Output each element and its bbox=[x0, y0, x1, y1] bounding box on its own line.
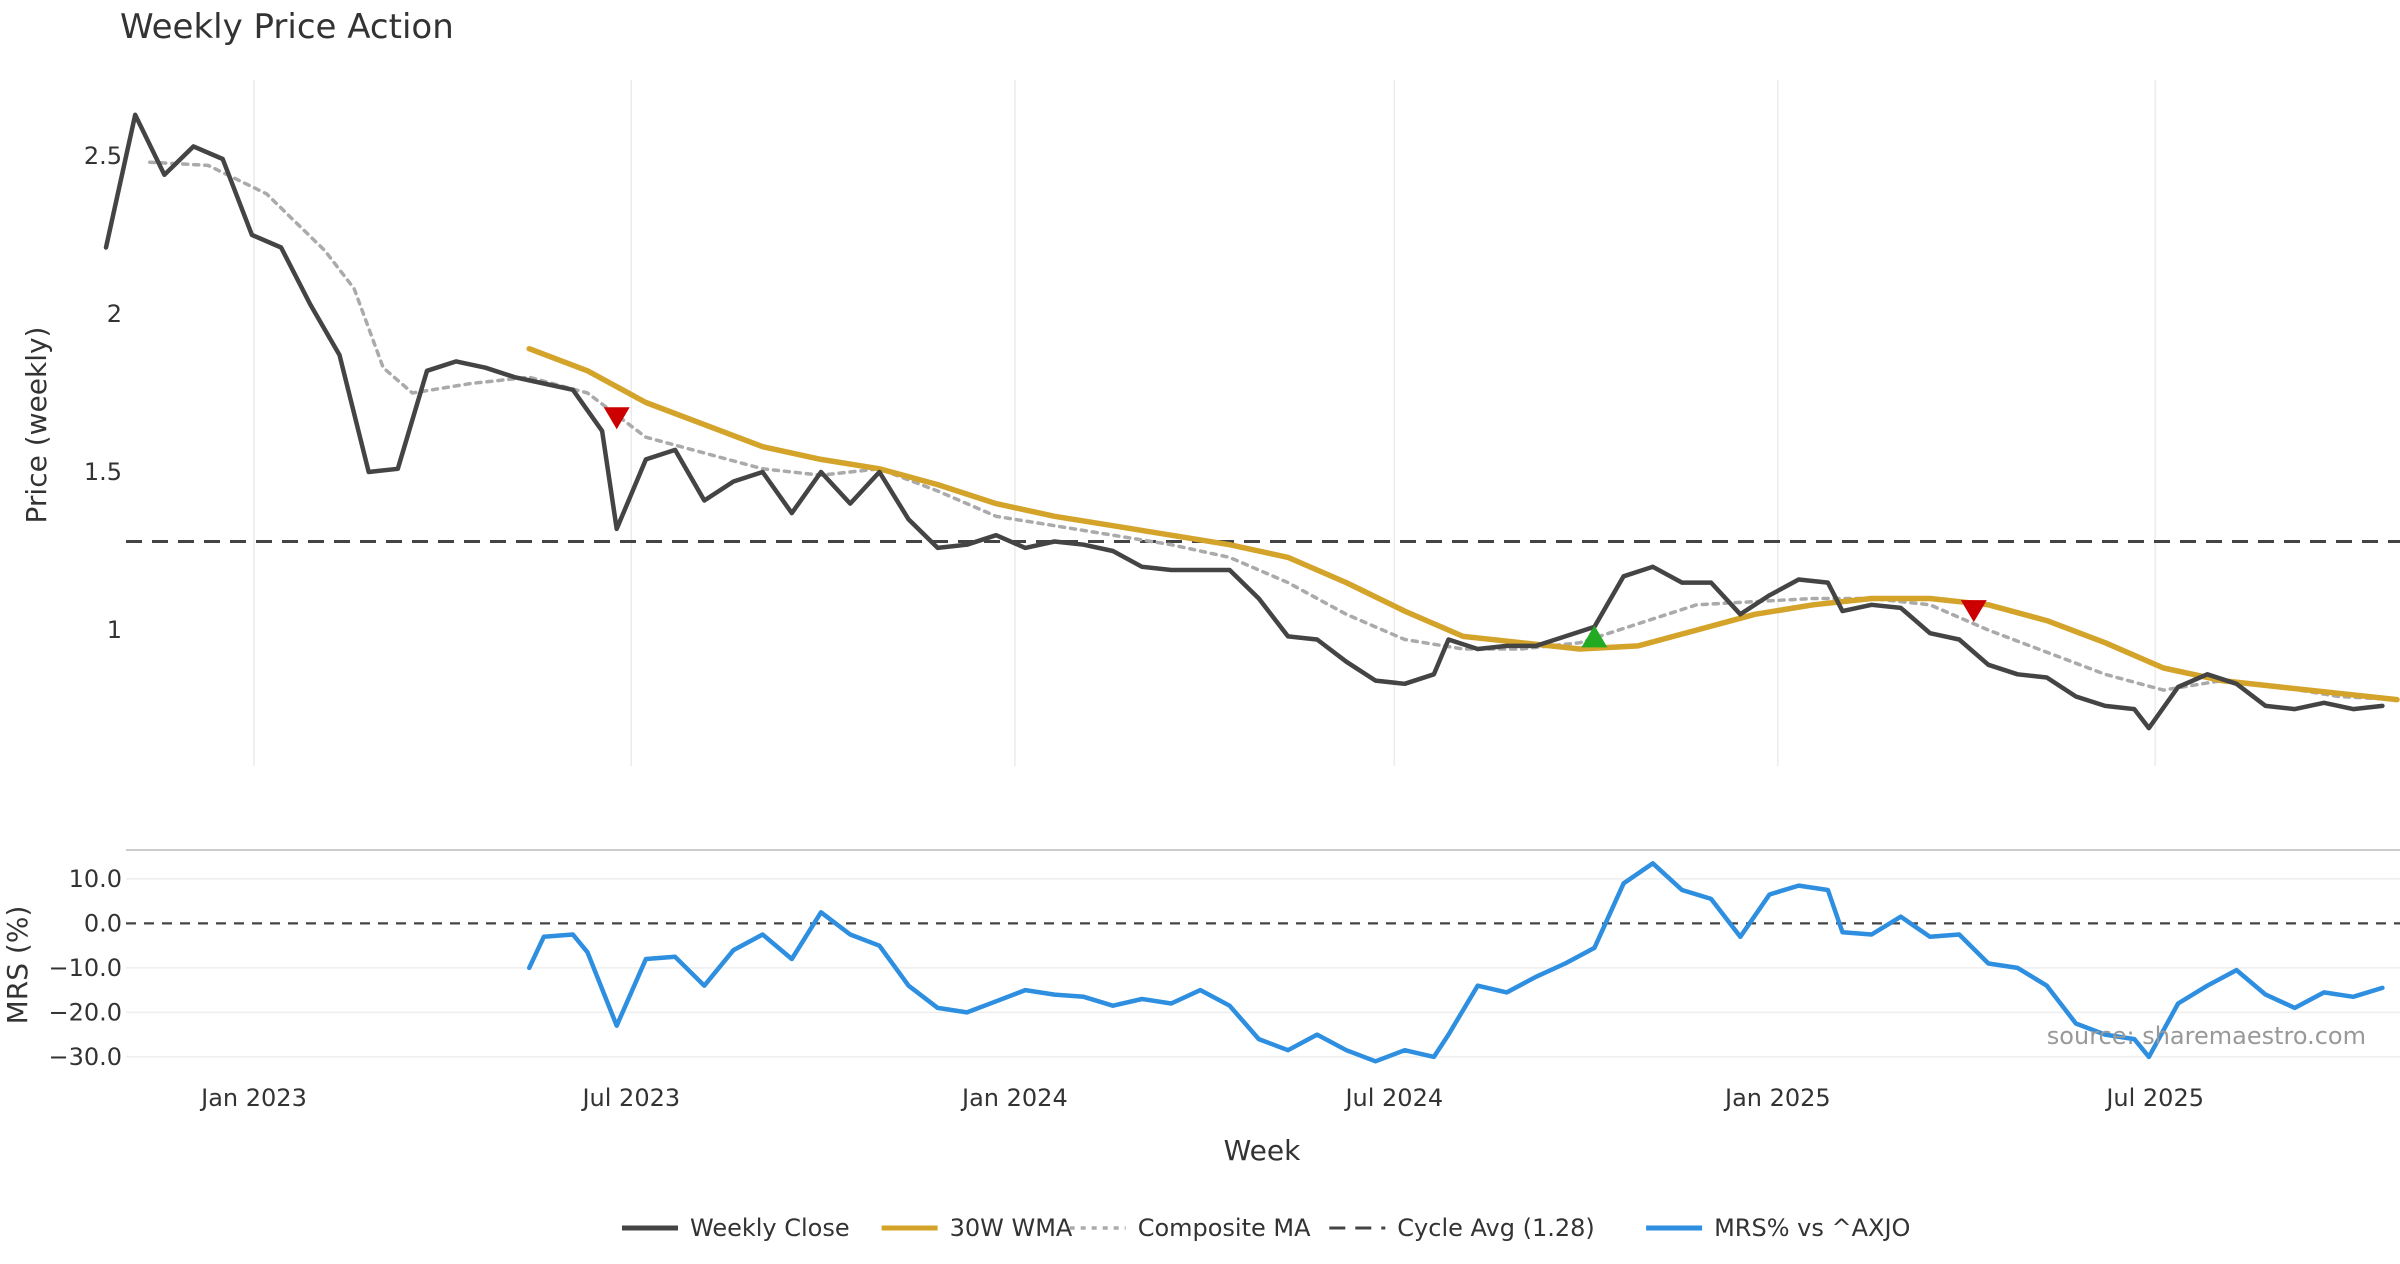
x-axis-title: Week bbox=[1224, 1134, 1301, 1167]
legend-label: 30W WMA bbox=[950, 1214, 1073, 1242]
legend-label: Weekly Close bbox=[690, 1214, 850, 1242]
x-ticks: Jan 2023 Jul 2023 Jan 2024 Jul 2024 Jan 2025… bbox=[199, 1084, 2204, 1112]
source-annotation: source: sharemaestro.com bbox=[2047, 1022, 2366, 1050]
price-y-tick-label: 1 bbox=[107, 616, 122, 644]
sell-signal-marker bbox=[603, 407, 630, 430]
price-y-tick-label: 2 bbox=[107, 300, 122, 328]
series-30w-wma bbox=[526, 345, 2400, 703]
x-tick-label: Jul 2024 bbox=[1343, 1084, 1443, 1112]
mrs-y-axis-title: MRS (%) bbox=[1, 906, 34, 1025]
marker-layer bbox=[603, 407, 1987, 648]
price-grid bbox=[253, 80, 2156, 766]
chart-title: Weekly Price Action bbox=[120, 7, 454, 47]
price-y-axis-title: Price (weekly) bbox=[20, 327, 53, 524]
x-tick-label: Jan 2025 bbox=[1723, 1084, 1831, 1112]
price-y-ticks: 1 1.5 2 2.5 bbox=[84, 142, 122, 644]
mrs-y-tick-label: 10.0 bbox=[69, 865, 122, 893]
legend-label: Cycle Avg (1.28) bbox=[1397, 1214, 1594, 1242]
series-weekly-close bbox=[103, 112, 2385, 731]
x-tick-label: Jan 2023 bbox=[199, 1084, 307, 1112]
x-tick-label: Jan 2024 bbox=[960, 1084, 1068, 1112]
x-tick-label: Jul 2025 bbox=[2104, 1084, 2204, 1112]
mrs-y-tick-label: −30.0 bbox=[48, 1043, 122, 1071]
price-y-tick-label: 2.5 bbox=[84, 142, 122, 170]
mrs-y-ticks: 10.0 0.0 −10.0 −20.0 −30.0 bbox=[48, 865, 122, 1071]
mrs-y-tick-label: −20.0 bbox=[48, 998, 122, 1026]
buy-signal-marker bbox=[1581, 625, 1608, 648]
x-tick-label: Jul 2023 bbox=[580, 1084, 680, 1112]
price-y-tick-label: 1.5 bbox=[84, 458, 122, 486]
series-composite-ma bbox=[148, 160, 2399, 702]
series-mrs-vs-axjo bbox=[526, 861, 2385, 1064]
legend-label: Composite MA bbox=[1138, 1214, 1311, 1242]
mrs-y-tick-label: −10.0 bbox=[48, 954, 122, 982]
mrs-y-tick-label: 0.0 bbox=[84, 909, 122, 937]
sell-signal-marker bbox=[1960, 600, 1987, 623]
legend: Weekly Close 30W WMA Composite MA Cycle Avg… bbox=[622, 1214, 1910, 1242]
series-layer bbox=[103, 112, 2400, 1064]
legend-label: MRS% vs ^AXJO bbox=[1714, 1214, 1910, 1242]
